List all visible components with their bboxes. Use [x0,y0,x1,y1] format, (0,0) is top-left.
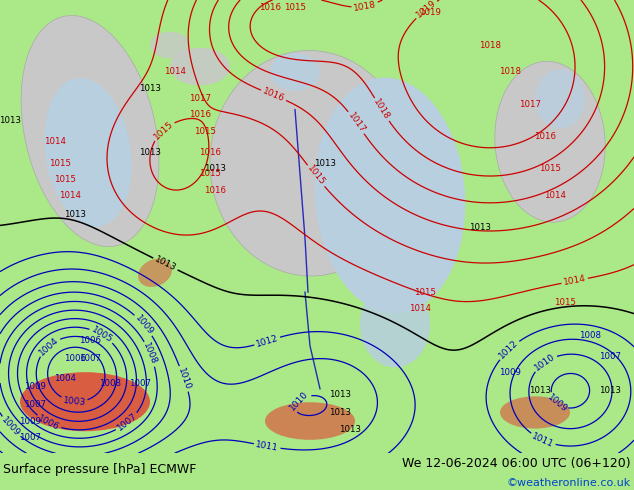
Text: 1006: 1006 [37,414,61,432]
Text: 1006: 1006 [64,354,86,363]
Text: 1015: 1015 [554,298,576,307]
Text: 1017: 1017 [189,94,211,103]
Text: 1014: 1014 [44,137,66,147]
Text: 1009: 1009 [19,416,41,425]
Text: 1008: 1008 [99,379,121,388]
Text: 1003: 1003 [62,395,86,407]
Text: 1009: 1009 [499,368,521,377]
Text: 1015: 1015 [49,159,71,168]
Text: ©weatheronline.co.uk: ©weatheronline.co.uk [507,478,631,488]
Text: 1016: 1016 [259,3,281,12]
Text: 1018: 1018 [479,41,501,49]
Text: 1013: 1013 [329,390,351,399]
Text: 1008: 1008 [141,342,158,366]
Text: 1008: 1008 [579,331,601,340]
Text: 1015: 1015 [54,175,76,184]
Ellipse shape [170,48,230,85]
Text: We 12-06-2024 06:00 UTC (06+120): We 12-06-2024 06:00 UTC (06+120) [402,457,631,470]
Text: 1018: 1018 [372,98,392,122]
Text: 1009: 1009 [133,313,155,337]
Text: 1010: 1010 [533,352,557,373]
Text: 1013: 1013 [329,408,351,417]
Text: 1013: 1013 [529,387,551,395]
Text: 1014: 1014 [562,274,586,288]
Text: 1019: 1019 [419,8,441,17]
Ellipse shape [44,78,132,227]
Text: Surface pressure [hPa] ECMWF: Surface pressure [hPa] ECMWF [3,463,197,476]
Text: 1015: 1015 [152,119,175,142]
Text: 1013: 1013 [204,164,226,173]
Ellipse shape [500,396,570,429]
Text: 1016: 1016 [199,148,221,157]
Text: 1016: 1016 [261,87,286,104]
Text: 1007: 1007 [115,412,139,433]
Text: 1015: 1015 [305,164,327,188]
Text: 1013: 1013 [64,210,86,220]
Ellipse shape [495,61,605,222]
Ellipse shape [265,402,355,440]
Text: 1013: 1013 [139,84,161,93]
Ellipse shape [314,77,465,314]
Text: 1012: 1012 [498,339,521,361]
Text: 1007: 1007 [24,400,46,410]
Text: 1014: 1014 [544,191,566,200]
Text: 1017: 1017 [519,99,541,109]
Text: 1014: 1014 [164,68,186,76]
Text: 1013: 1013 [339,425,361,434]
Text: 1014: 1014 [59,191,81,200]
Text: 1013: 1013 [153,255,178,273]
Text: 1011: 1011 [531,431,555,449]
Text: 1004: 1004 [54,373,76,383]
Text: 1017: 1017 [346,111,366,135]
Text: 1005: 1005 [89,325,114,344]
Text: 1010: 1010 [288,389,310,412]
Text: 1013: 1013 [314,159,336,168]
Text: 1009: 1009 [546,393,569,415]
Text: 1015: 1015 [539,164,561,173]
Text: 1004: 1004 [37,335,60,357]
Text: 1015: 1015 [414,288,436,296]
Text: 1018: 1018 [353,0,377,13]
Text: 1009: 1009 [0,416,22,439]
Ellipse shape [20,372,150,431]
Ellipse shape [270,53,320,91]
Text: 1013: 1013 [599,387,621,395]
Text: 1012: 1012 [255,334,280,349]
Text: 1007: 1007 [79,354,101,363]
Text: 1007: 1007 [19,433,41,441]
Ellipse shape [210,50,410,276]
Text: 1013: 1013 [139,148,161,157]
Text: 1009: 1009 [24,382,46,391]
Ellipse shape [138,259,172,287]
Text: 1019: 1019 [415,0,438,20]
Ellipse shape [150,32,190,58]
Text: 1010: 1010 [176,367,192,391]
Text: 1015: 1015 [194,126,216,136]
Text: 1015: 1015 [284,3,306,12]
Text: 1015: 1015 [199,170,221,178]
Text: 1016: 1016 [534,132,556,141]
Text: 1016: 1016 [189,110,211,120]
Text: 1007: 1007 [599,352,621,361]
Text: 1013: 1013 [469,223,491,232]
Text: 1013: 1013 [0,116,21,125]
Ellipse shape [21,16,159,246]
Text: 1006: 1006 [79,336,101,345]
Text: 1007: 1007 [129,379,151,388]
Text: 1011: 1011 [255,440,279,453]
Text: 1018: 1018 [499,68,521,76]
Ellipse shape [535,69,585,128]
Text: 1016: 1016 [204,186,226,195]
Ellipse shape [360,281,430,368]
Text: 1014: 1014 [409,304,431,313]
